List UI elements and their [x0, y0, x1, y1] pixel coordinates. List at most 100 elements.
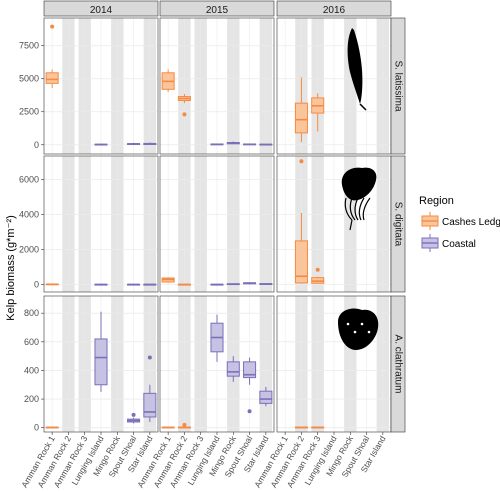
species-strip-label: S. latissima	[392, 60, 403, 112]
blade	[347, 28, 363, 104]
species-strip	[390, 155, 406, 293]
digit	[354, 197, 359, 221]
box	[127, 283, 141, 286]
box	[143, 142, 157, 145]
box	[259, 143, 273, 146]
blade	[338, 308, 379, 350]
perforation	[360, 322, 364, 326]
box-body	[259, 390, 273, 404]
year-strip	[43, 0, 159, 17]
stipe	[359, 103, 367, 111]
box-outlier	[131, 412, 136, 417]
y-tick-label: 400	[24, 365, 39, 375]
perforation	[353, 330, 357, 334]
y-tick-label: 2500	[19, 107, 39, 117]
legend-title: Region	[419, 195, 454, 207]
y-axis-label: Kelp biomass (g*m⁻²)	[5, 215, 17, 320]
y-tick-label: 800	[24, 308, 39, 318]
box-outlier	[147, 355, 152, 360]
y-tick-label: 6000	[19, 175, 39, 185]
box-body	[94, 338, 108, 386]
box	[45, 24, 59, 88]
box-body	[294, 240, 308, 284]
box	[311, 93, 325, 132]
year-strip-label: 2016	[323, 5, 346, 16]
box-body	[243, 361, 257, 379]
box	[311, 267, 325, 284]
box	[259, 386, 273, 407]
box	[143, 355, 157, 422]
y-tick-label: 0	[34, 140, 39, 150]
facet-panel	[276, 17, 392, 155]
box	[294, 77, 308, 143]
digit	[362, 197, 371, 221]
box	[243, 143, 257, 146]
species-strip	[390, 295, 406, 433]
box-body	[143, 392, 157, 418]
box	[161, 69, 175, 92]
species-strip	[390, 17, 406, 155]
box	[177, 422, 191, 429]
legend-label: Cashes Ledge	[442, 217, 500, 228]
y-tick-label: 4000	[19, 210, 39, 220]
year-strip	[276, 0, 392, 17]
kelp-icons	[338, 28, 379, 350]
digit	[349, 197, 356, 221]
box-outlier	[50, 24, 55, 29]
facet-panel	[43, 295, 159, 433]
year-strip	[159, 0, 275, 17]
box	[161, 426, 175, 429]
box	[210, 283, 224, 286]
box	[94, 283, 108, 286]
perforation	[346, 322, 350, 326]
digit	[344, 197, 353, 221]
y-tick-label: 200	[24, 394, 39, 404]
latissima-kelp-icon	[347, 28, 367, 111]
panel-border	[43, 17, 159, 155]
clathratum-kelp-icon	[338, 308, 379, 350]
panel-border	[159, 155, 275, 293]
year-strip-label: 2015	[206, 5, 229, 16]
box	[177, 93, 191, 117]
perforation	[367, 330, 371, 334]
box	[259, 283, 273, 285]
box-body	[226, 361, 240, 377]
panel-border	[159, 17, 275, 155]
facet-panel	[159, 155, 275, 293]
legend-entry: Coastal	[421, 234, 476, 252]
box	[243, 357, 257, 414]
box	[143, 283, 157, 286]
facet-panel	[159, 295, 275, 433]
box	[294, 159, 308, 284]
box	[210, 314, 224, 362]
y-tick-label: 0	[34, 423, 39, 433]
box	[226, 356, 240, 382]
species-strip-label: S. digitata	[392, 202, 403, 247]
facet-panels	[43, 17, 392, 433]
legend-label: Coastal	[442, 239, 476, 250]
box	[127, 142, 141, 145]
box-body	[294, 102, 308, 134]
box-outlier	[182, 112, 187, 117]
box	[243, 282, 257, 285]
y-tick-label: 0	[34, 280, 39, 290]
panel-border	[43, 155, 159, 293]
stipe	[349, 219, 353, 231]
box	[226, 283, 240, 286]
box	[94, 311, 108, 392]
year-strip-label: 2014	[90, 5, 113, 16]
box-outlier	[315, 267, 320, 272]
blade-body	[341, 167, 377, 201]
y-tick-label: 2000	[19, 245, 39, 255]
box-body	[45, 72, 59, 84]
box-outlier	[247, 409, 252, 414]
y-tick-label: 7500	[19, 41, 39, 51]
box	[127, 412, 141, 424]
box	[45, 426, 59, 429]
box	[226, 141, 240, 145]
box	[94, 143, 108, 146]
facet-panel	[159, 17, 275, 155]
species-strips: S. latissima S. digitata A. clathratum	[390, 17, 406, 433]
